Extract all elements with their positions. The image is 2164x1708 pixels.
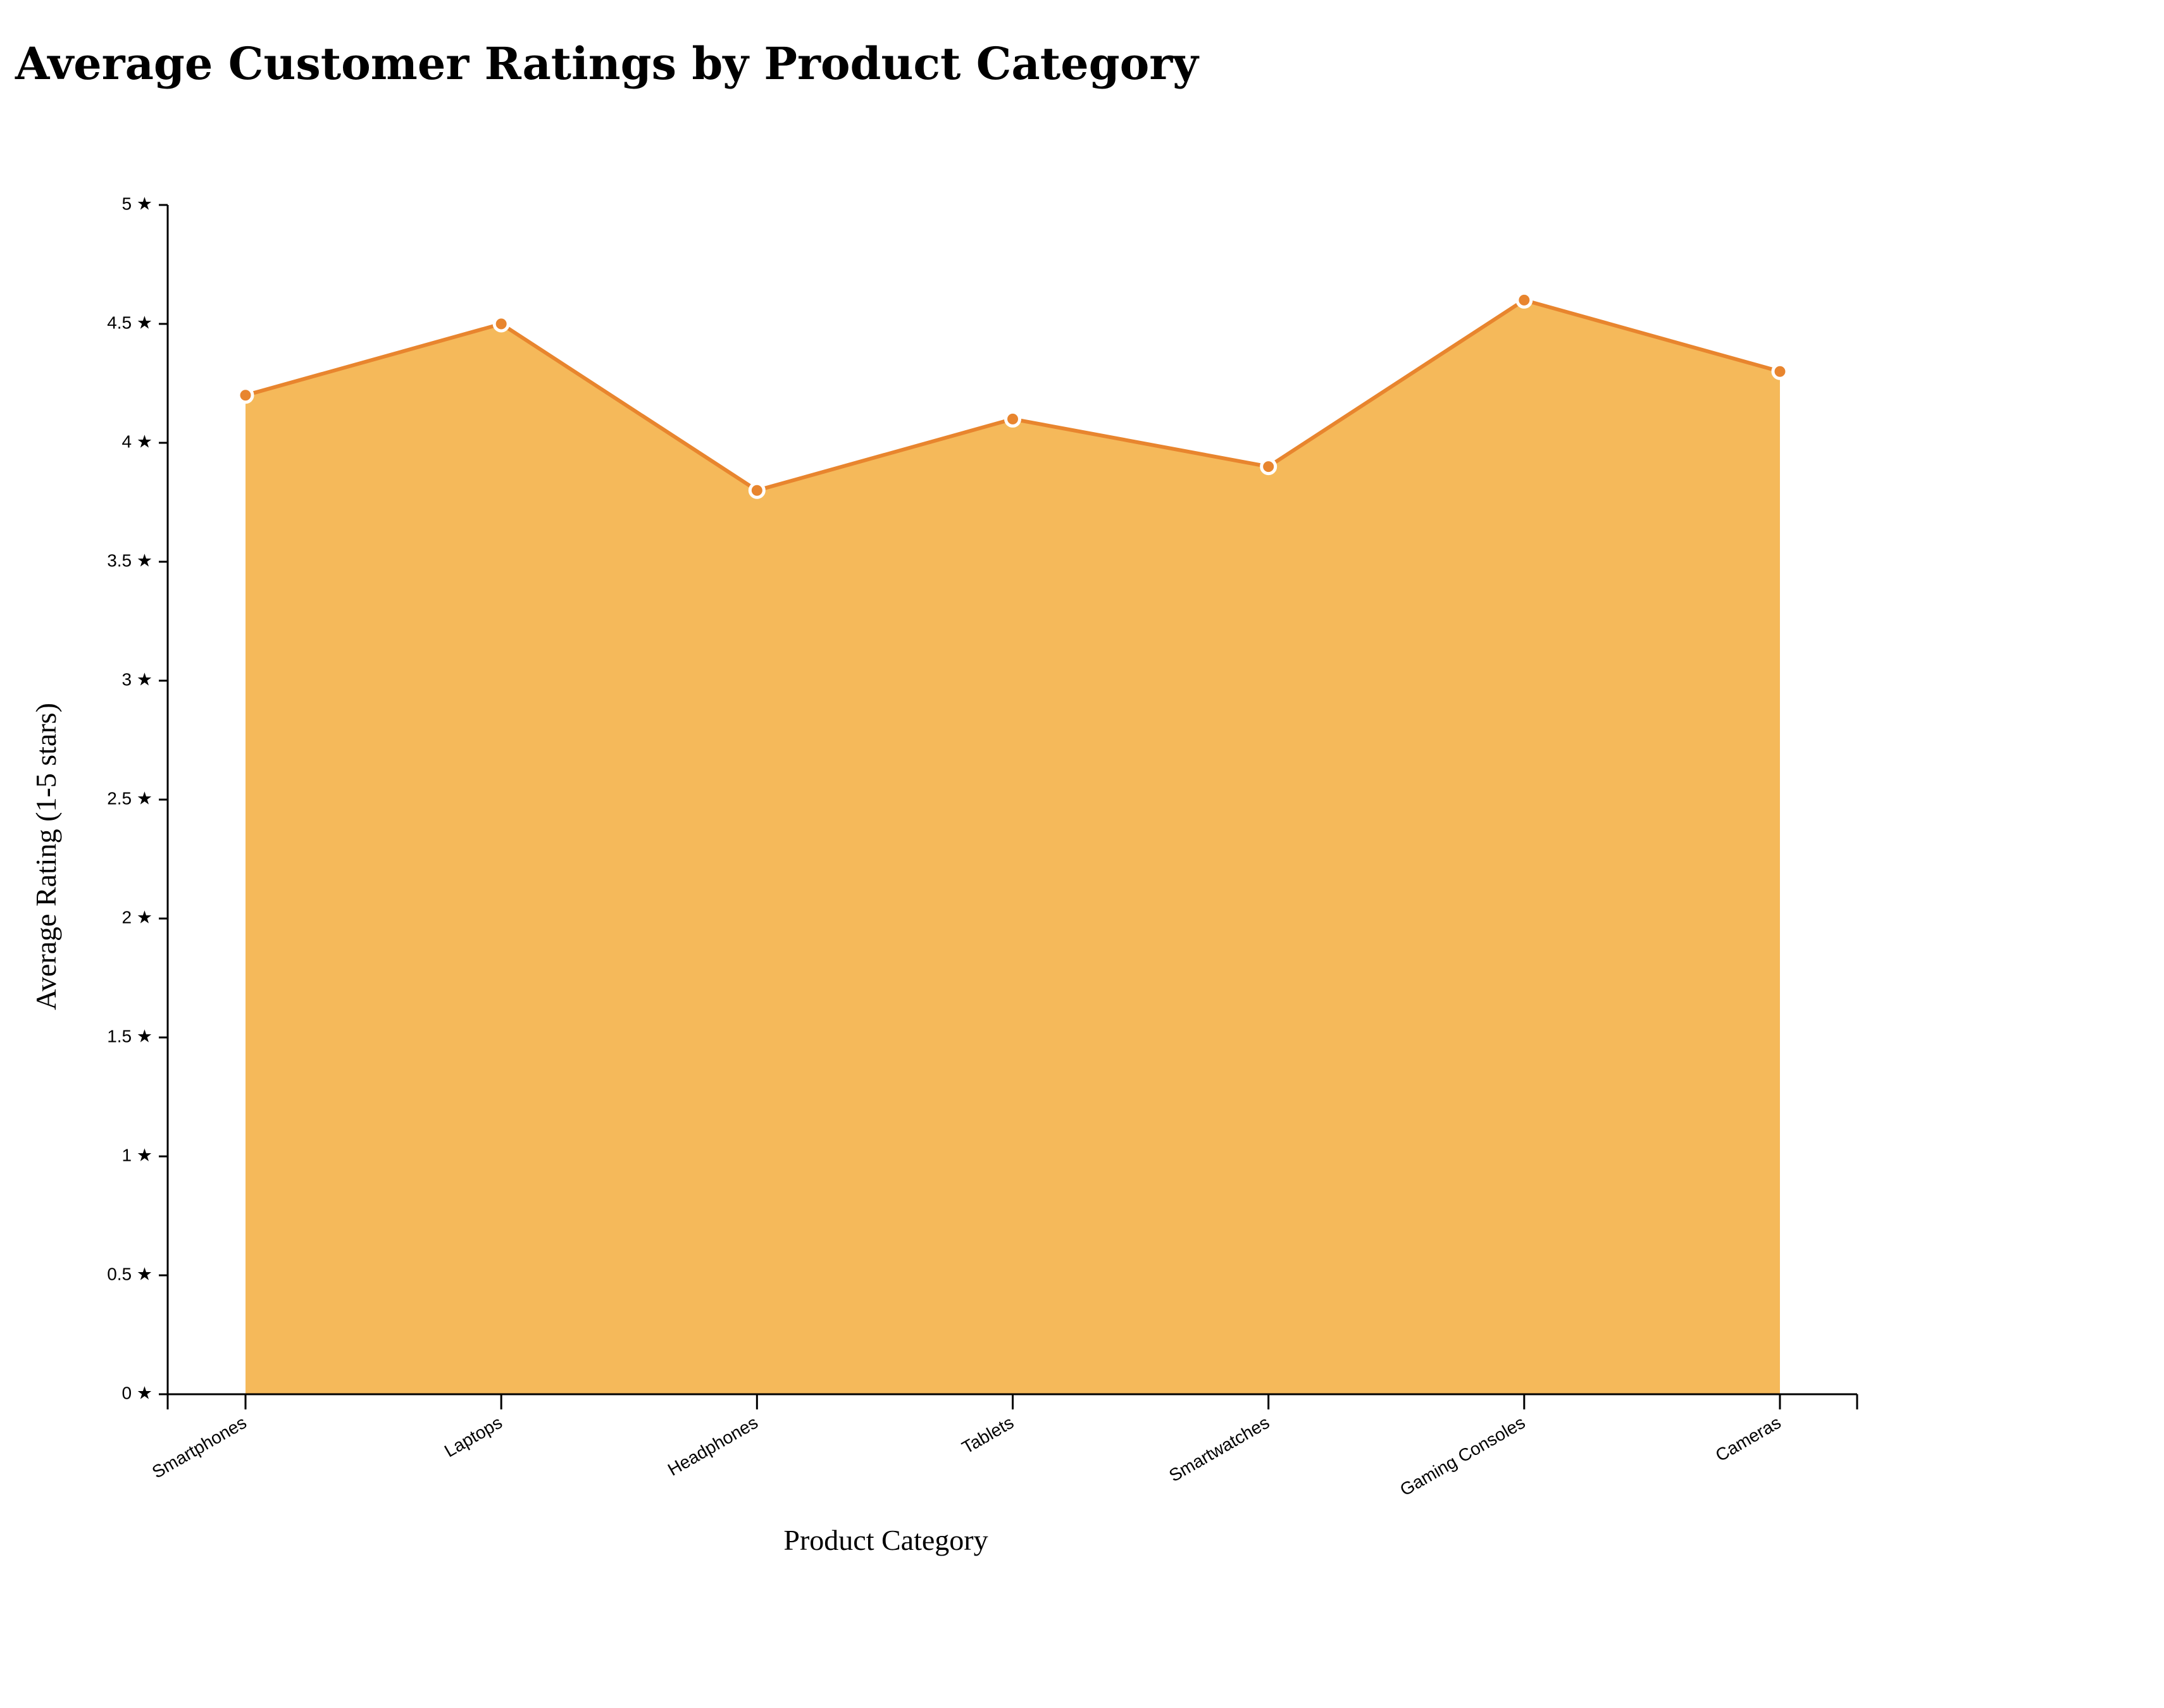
y-tick-label: 3 ★	[122, 669, 152, 689]
data-point	[1004, 410, 1021, 428]
y-tick-label: 4.5 ★	[107, 313, 152, 332]
chart-title: Average Customer Ratings by Product Cate…	[15, 37, 1200, 90]
data-points	[237, 291, 1789, 499]
x-tick-label: Gaming Consoles	[1396, 1413, 1528, 1500]
data-point	[1771, 362, 1789, 380]
y-tick-label: 0.5 ★	[107, 1264, 152, 1284]
y-tick-label: 2.5 ★	[107, 788, 152, 808]
x-axis-title: Product Category	[783, 1524, 988, 1556]
x-tick-label: Headphones	[664, 1413, 761, 1480]
area-fill	[246, 300, 1780, 1394]
y-tick-label: 3.5 ★	[107, 550, 152, 570]
x-axis-ticks: Smartphones Laptops Headphones Tablets Smart…	[149, 1394, 1858, 1500]
data-point	[1515, 291, 1533, 309]
y-axis-title: Average Rating (1-5 stars)	[30, 703, 62, 1010]
x-tick-label: Smartphones	[149, 1413, 250, 1482]
x-tick-label: Smartwatches	[1166, 1413, 1272, 1486]
data-point	[492, 315, 510, 333]
data-point	[1260, 458, 1278, 476]
y-tick-label: 5 ★	[122, 194, 152, 213]
y-tick-label: 1 ★	[122, 1145, 152, 1165]
x-tick-label: Tablets	[959, 1413, 1017, 1457]
x-tick-label: Cameras	[1712, 1413, 1784, 1466]
data-point	[748, 481, 766, 499]
y-tick-label: 4 ★	[122, 431, 152, 451]
plot-area	[237, 291, 1789, 1394]
y-tick-label: 2 ★	[122, 907, 152, 927]
y-tick-label: 1.5 ★	[107, 1026, 152, 1046]
data-point	[237, 387, 254, 404]
y-axis-ticks: 0 ★ 0.5 ★ 1 ★ 1.5 ★ 2 ★ 2.5 ★ 3 ★ 3.5 ★ 4 ★ 4.5 ★…	[107, 194, 168, 1402]
x-tick-label: Laptops	[441, 1413, 506, 1461]
y-tick-label: 0 ★	[122, 1383, 152, 1402]
